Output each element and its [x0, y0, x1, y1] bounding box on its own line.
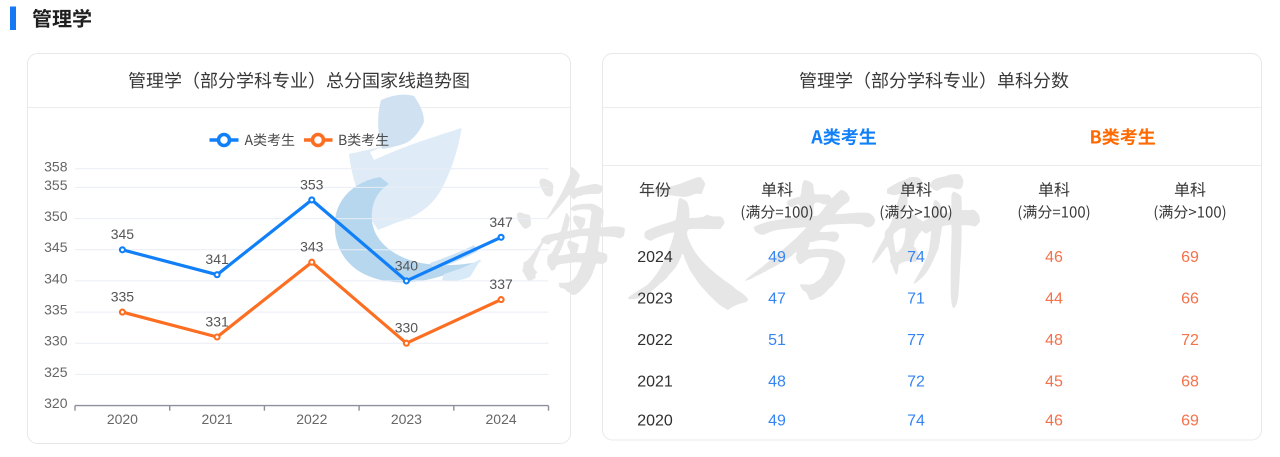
svg-text:2022: 2022 — [637, 332, 673, 349]
svg-text:343: 343 — [300, 239, 324, 255]
svg-text:2021: 2021 — [637, 373, 673, 390]
svg-text:46: 46 — [1045, 249, 1063, 266]
svg-text:325: 325 — [44, 364, 68, 380]
svg-text:49: 49 — [768, 412, 786, 429]
svg-text:77: 77 — [907, 332, 925, 349]
svg-text:331: 331 — [205, 314, 229, 330]
svg-text:69: 69 — [1181, 412, 1199, 429]
svg-text:330: 330 — [395, 320, 419, 336]
svg-text:2024: 2024 — [637, 249, 673, 266]
svg-text:350: 350 — [44, 208, 68, 224]
svg-text:355: 355 — [44, 177, 68, 193]
svg-text:2020: 2020 — [107, 411, 138, 427]
svg-text:2022: 2022 — [296, 411, 327, 427]
svg-text:341: 341 — [205, 251, 229, 267]
svg-text:47: 47 — [768, 290, 786, 307]
svg-text:74: 74 — [907, 412, 925, 429]
svg-text:51: 51 — [768, 332, 786, 349]
svg-text:2020: 2020 — [637, 412, 673, 429]
svg-text:340: 340 — [395, 257, 419, 273]
svg-text:330: 330 — [44, 333, 68, 349]
svg-text:74: 74 — [907, 249, 925, 266]
svg-text:45: 45 — [1045, 373, 1063, 390]
svg-text:340: 340 — [44, 270, 68, 286]
svg-text:44: 44 — [1045, 290, 1063, 307]
svg-text:68: 68 — [1181, 373, 1199, 390]
svg-text:48: 48 — [768, 373, 786, 390]
svg-text:2021: 2021 — [202, 411, 233, 427]
svg-text:48: 48 — [1045, 332, 1063, 349]
svg-text:66: 66 — [1181, 290, 1199, 307]
svg-text:72: 72 — [1181, 332, 1199, 349]
svg-text:49: 49 — [768, 249, 786, 266]
svg-text:337: 337 — [489, 276, 513, 292]
svg-text:345: 345 — [111, 226, 135, 242]
svg-text:353: 353 — [300, 176, 324, 192]
svg-text:71: 71 — [907, 290, 925, 307]
svg-text:347: 347 — [489, 214, 513, 230]
svg-text:72: 72 — [907, 373, 925, 390]
svg-text:69: 69 — [1181, 249, 1199, 266]
svg-text:320: 320 — [44, 395, 68, 411]
svg-text:335: 335 — [44, 302, 68, 318]
svg-text:345: 345 — [44, 239, 68, 255]
svg-text:2023: 2023 — [637, 290, 673, 307]
svg-text:2023: 2023 — [391, 411, 422, 427]
svg-text:2024: 2024 — [486, 411, 517, 427]
svg-text:46: 46 — [1045, 412, 1063, 429]
svg-text:335: 335 — [111, 289, 135, 305]
svg-text:358: 358 — [44, 158, 68, 174]
